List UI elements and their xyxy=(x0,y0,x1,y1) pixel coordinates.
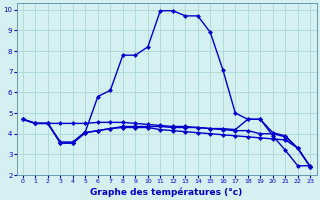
X-axis label: Graphe des températures (°c): Graphe des températures (°c) xyxy=(91,187,243,197)
